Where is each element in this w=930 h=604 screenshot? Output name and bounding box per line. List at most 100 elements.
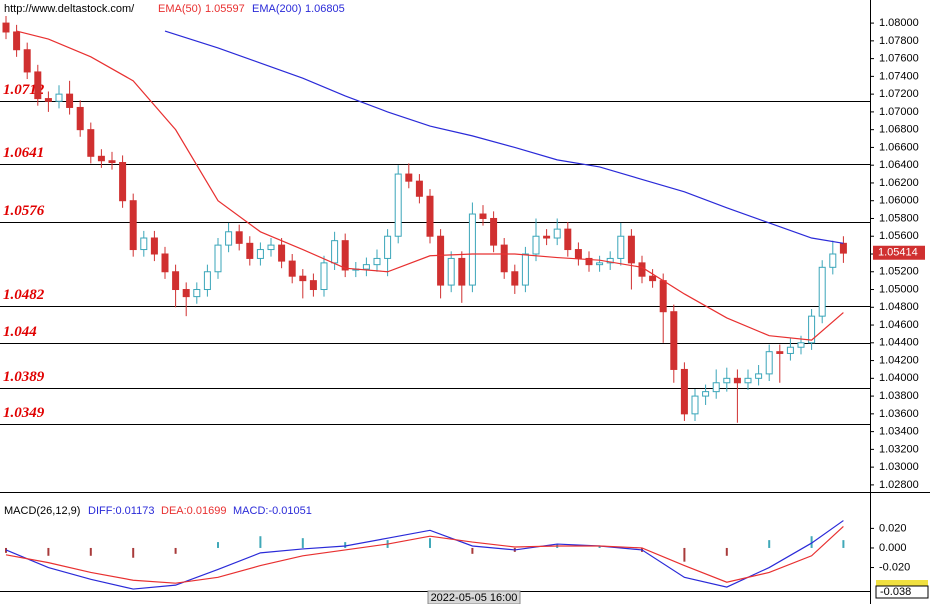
candle-body: [426, 195, 434, 237]
candle-body: [235, 231, 243, 244]
y-tick-label: 1.03800: [879, 390, 919, 402]
level-label: 1.0349: [3, 405, 45, 421]
candle-body: [97, 155, 105, 162]
y-tick-label: 1.07400: [879, 70, 919, 82]
candle-body: [44, 98, 52, 102]
candle-body: [521, 253, 529, 286]
ema-line: [164, 30, 844, 244]
ema200-name: EMA(200): [252, 3, 302, 15]
candle-body: [23, 49, 31, 73]
candle-body: [691, 395, 699, 415]
candle-body: [808, 315, 816, 344]
cursor-marker: [876, 580, 928, 586]
candle-body: [776, 351, 784, 354]
macd-diff: DIFF:0.01173: [88, 505, 154, 517]
candle-body: [447, 257, 455, 286]
candle-body: [362, 264, 370, 270]
y-tick-label: 1.07200: [879, 88, 919, 100]
y-tick-label: 1.06000: [879, 195, 919, 207]
candle-body: [702, 391, 710, 397]
candle-body: [574, 249, 582, 259]
macd-line: [5, 525, 844, 584]
candle-body: [341, 240, 349, 271]
candle-body: [818, 266, 826, 317]
candle-body: [437, 235, 445, 286]
candle-body: [373, 257, 381, 266]
candle-body: [87, 129, 95, 157]
candle-body: [108, 160, 116, 164]
y-tick-label: 1.06400: [879, 159, 919, 171]
y-tick-label: 1.02800: [879, 479, 919, 491]
ema50-value: 1.05597: [205, 3, 245, 15]
candle-body: [765, 351, 773, 375]
last-price-box: [873, 245, 925, 260]
candle-body: [278, 244, 286, 262]
candle-body: [543, 235, 551, 239]
candle-body: [606, 257, 614, 264]
candle-body: [479, 213, 487, 219]
candle-body: [564, 228, 572, 251]
y-tick-label: 1.07000: [879, 106, 919, 118]
candle-body: [76, 106, 84, 131]
level-label: 1.044: [3, 324, 37, 340]
y-tick-label: 1.07600: [879, 53, 919, 65]
candle-body: [405, 173, 413, 182]
candle-body: [161, 253, 169, 273]
candle-body: [415, 180, 423, 197]
candle-body: [649, 275, 657, 282]
candle-body: [532, 235, 540, 255]
candle-body: [553, 228, 561, 239]
candle-body: [225, 231, 233, 246]
macd-y-tick-label: 0.020: [879, 522, 907, 534]
candle-body: [458, 257, 466, 286]
ema50-name: EMA(50): [158, 3, 201, 15]
time-box: [427, 590, 521, 604]
y-tick-label: 1.05200: [879, 266, 919, 278]
candle-body: [309, 280, 317, 291]
level-label: 1.0482: [3, 287, 45, 303]
candle-body: [66, 93, 74, 108]
y-tick-label: 1.04200: [879, 354, 919, 366]
candle-body: [723, 377, 731, 384]
candle-body: [214, 244, 222, 273]
candle-body: [839, 242, 847, 254]
candle-body: [2, 22, 10, 33]
macd-value: MACD:-0.01051: [233, 505, 312, 517]
candle-body: [829, 253, 837, 268]
candle-body: [627, 235, 635, 264]
candle-body: [786, 346, 794, 354]
ema-line: [16, 30, 844, 341]
level-label: 1.0389: [3, 369, 45, 385]
candle-body: [150, 237, 158, 255]
last-price-label: 1.05414: [878, 247, 918, 259]
candle-body: [119, 162, 127, 202]
candle-body: [394, 173, 402, 237]
y-tick-label: 1.04600: [879, 319, 919, 331]
candle-body: [670, 311, 678, 370]
candle-body: [246, 242, 254, 259]
macd-y-tick-label: 0.000: [879, 542, 907, 554]
y-tick-label: 1.04400: [879, 337, 919, 349]
macd-y-tick-label: -0.020: [879, 561, 910, 573]
candle-body: [617, 235, 625, 259]
cursor-label: -0.038: [880, 586, 911, 598]
y-tick-label: 1.03000: [879, 461, 919, 473]
candle-body: [267, 244, 275, 251]
candle-body: [384, 235, 392, 259]
candle-body: [13, 31, 21, 51]
y-tick-label: 1.06800: [879, 124, 919, 136]
candle-body: [500, 244, 508, 273]
candle-body: [511, 271, 519, 286]
macd-title: MACD(26,12,9): [4, 505, 80, 517]
candle-body: [680, 368, 688, 415]
candle-body: [638, 262, 646, 277]
y-tick-label: 1.03600: [879, 408, 919, 420]
y-tick-label: 1.05600: [879, 230, 919, 242]
y-tick-label: 1.05800: [879, 212, 919, 224]
candle-body: [733, 377, 741, 384]
level-label: 1.0641: [3, 145, 44, 161]
candle-body: [203, 271, 211, 291]
y-tick-label: 1.06600: [879, 141, 919, 153]
